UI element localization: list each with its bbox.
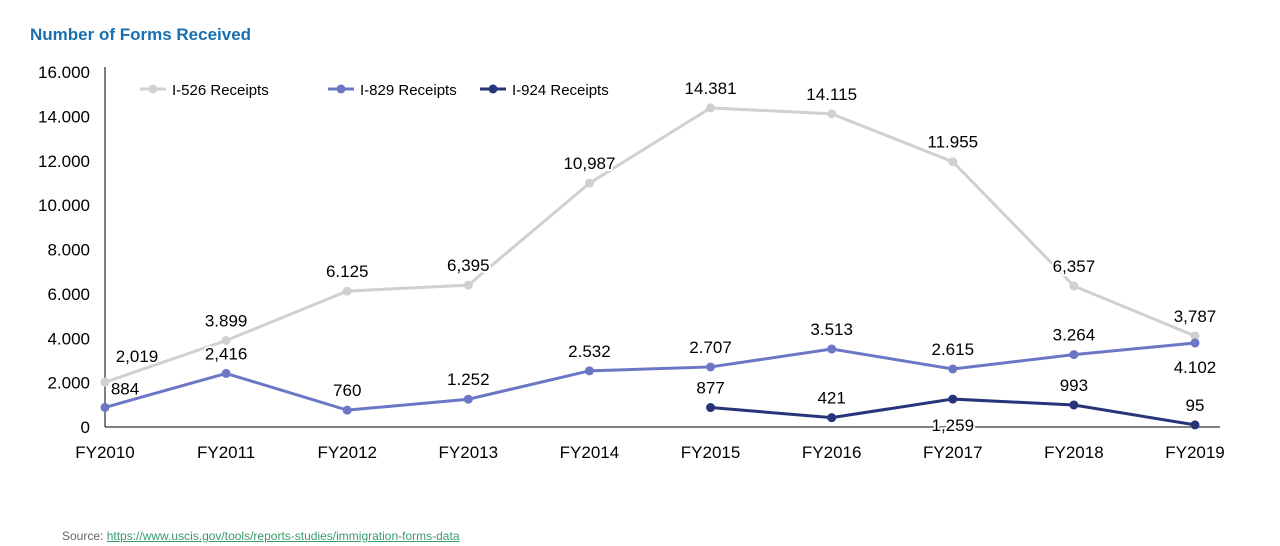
data-label: 1.252: [447, 370, 490, 389]
data-label: 3,787: [1174, 307, 1217, 326]
data-label: 2,416: [205, 344, 248, 363]
data-label: 95: [1186, 396, 1205, 415]
y-tick-label: 10.000: [38, 196, 90, 215]
data-point: [948, 157, 958, 167]
x-tick-label: FY2019: [1165, 443, 1225, 462]
data-point: [827, 109, 837, 119]
data-point: [463, 280, 473, 290]
x-tick-label: FY2016: [802, 443, 862, 462]
x-tick-label: FY2010: [75, 443, 135, 462]
x-tick-label: FY2015: [681, 443, 741, 462]
legend-marker: [488, 84, 498, 94]
source-link[interactable]: https://www.uscis.gov/tools/reports-stud…: [106, 529, 460, 543]
data-label: 760: [333, 381, 361, 400]
data-point: [827, 344, 837, 354]
data-label: 3.264: [1053, 326, 1096, 345]
data-label: 3.513: [810, 320, 853, 339]
x-tick-label: FY2012: [317, 443, 377, 462]
y-tick-label: 0: [81, 418, 90, 437]
legend-marker: [148, 84, 158, 94]
data-point: [1190, 331, 1200, 341]
data-label: 877: [696, 379, 724, 398]
data-label: 2,019: [116, 347, 159, 366]
chart-title: Number of Forms Received: [30, 25, 252, 44]
legend-marker: [336, 84, 346, 94]
data-point: [221, 335, 231, 345]
data-point: [100, 377, 110, 387]
data-label: 4.102: [1174, 358, 1217, 377]
data-point: [100, 402, 110, 412]
legend-label: I-924 Receipts: [512, 82, 609, 99]
data-point: [1069, 350, 1079, 360]
y-tick-label: 8.000: [47, 241, 90, 260]
y-tick-label: 14.000: [38, 107, 90, 126]
data-point: [706, 103, 716, 113]
data-point: [342, 405, 352, 415]
data-point: [221, 368, 231, 378]
data-label: 993: [1060, 376, 1088, 395]
data-point: [584, 366, 594, 376]
data-label: 10,987: [563, 154, 615, 173]
source-prefix: Source:: [62, 529, 107, 543]
data-point: [1069, 281, 1079, 291]
data-point: [1069, 400, 1079, 410]
data-label: 14.115: [806, 85, 857, 104]
data-label: 884: [111, 379, 139, 398]
x-tick-label: FY2014: [560, 443, 620, 462]
data-label: 2.707: [689, 338, 732, 357]
data-point: [1190, 420, 1200, 430]
data-label: 2.615: [932, 340, 975, 359]
data-label: 3.899: [205, 311, 248, 330]
data-point: [342, 286, 352, 296]
source-note: Source: https://www.uscis.gov/tools/repo…: [62, 529, 460, 543]
legend-label: I-526 Receipts: [172, 82, 269, 99]
data-label: 14.381: [685, 79, 737, 98]
data-point: [948, 364, 958, 374]
data-point: [706, 362, 716, 372]
data-point: [948, 394, 958, 404]
data-label: 6,357: [1053, 257, 1096, 276]
y-tick-label: 2.000: [47, 374, 90, 393]
data-point: [1190, 338, 1200, 348]
data-label: 11.955: [927, 133, 978, 152]
x-tick-label: FY2017: [923, 443, 983, 462]
series-line-i-526-receipts: [104, 106, 1196, 384]
legend-label: I-829 Receipts: [360, 82, 457, 99]
data-point: [463, 394, 473, 404]
y-tick-label: 6.000: [47, 285, 90, 304]
y-tick-label: 16.000: [38, 63, 90, 82]
data-label: 421: [817, 389, 845, 408]
data-point: [827, 413, 837, 423]
series-line-i-829-receipts: [104, 341, 1196, 412]
data-point: [706, 403, 716, 413]
data-label: 6.125: [326, 262, 369, 281]
data-label: 1,259: [932, 416, 975, 435]
x-tick-label: FY2013: [439, 443, 499, 462]
x-tick-label: FY2011: [197, 443, 255, 462]
data-label: 2.532: [568, 342, 611, 361]
x-tick-label: FY2018: [1044, 443, 1104, 462]
data-point: [584, 178, 594, 188]
y-tick-label: 12.000: [38, 152, 90, 171]
data-label: 6,395: [447, 256, 490, 275]
y-tick-label: 4.000: [47, 329, 90, 348]
